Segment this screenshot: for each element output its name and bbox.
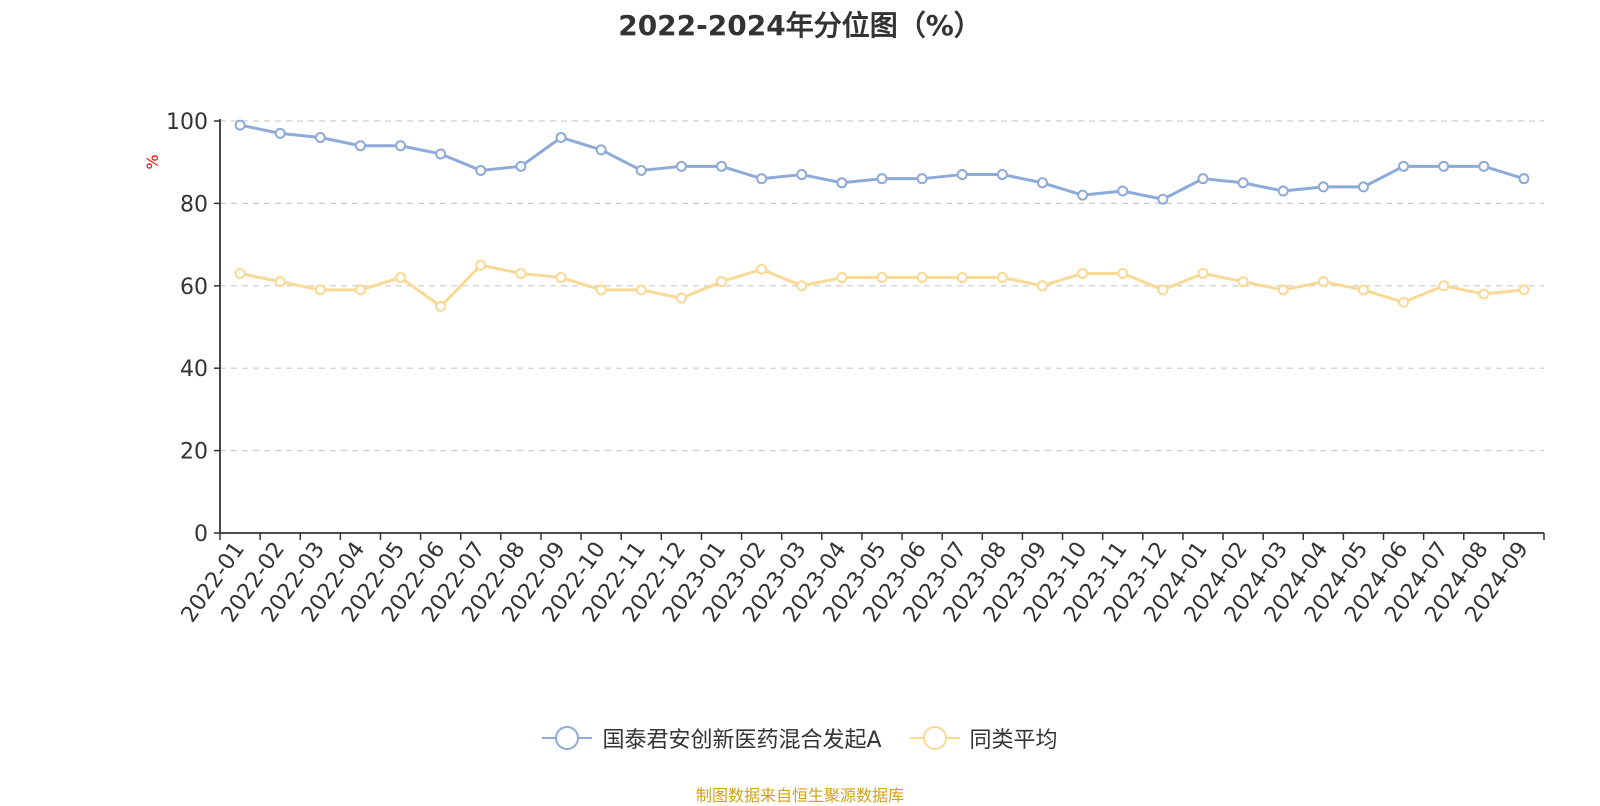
data-point: [996, 272, 1008, 284]
legend: 国泰君安创新医药混合发起A 同类平均: [0, 722, 1600, 754]
data-point: [1438, 160, 1450, 172]
data-point: [635, 284, 647, 296]
data-point: [1117, 185, 1129, 197]
data-point: [796, 169, 808, 181]
legend-label: 同类平均: [969, 728, 1058, 753]
data-point: [796, 280, 808, 292]
y-tick-label: 0: [194, 522, 208, 547]
y-tick-label: 20: [180, 440, 208, 465]
data-point: [1357, 284, 1369, 296]
data-point: [1077, 189, 1089, 201]
data-point: [354, 140, 366, 152]
data-point: [1117, 267, 1129, 279]
data-point: [1518, 173, 1530, 185]
series-line-1: [239, 123, 1525, 201]
data-point: [716, 276, 728, 288]
data-point: [395, 140, 407, 152]
data-point: [916, 173, 928, 185]
data-point: [675, 160, 687, 172]
data-point: [1036, 177, 1048, 189]
data-point: [1157, 193, 1169, 205]
data-point: [716, 160, 728, 172]
data-point: [1478, 160, 1490, 172]
data-point: [756, 173, 768, 185]
data-point: [314, 131, 326, 143]
y-tick-label: 40: [180, 357, 208, 382]
y-axis-label: %: [143, 154, 162, 169]
data-point: [555, 131, 567, 143]
data-point: [836, 177, 848, 189]
data-point: [1237, 276, 1249, 288]
data-point: [876, 272, 888, 284]
data-point: [1077, 267, 1089, 279]
legend-item-series-2[interactable]: 同类平均: [909, 722, 1058, 754]
data-point: [234, 119, 246, 131]
legend-label: 国泰君安创新医药混合发起A: [602, 728, 882, 753]
data-point: [1438, 280, 1450, 292]
data-point: [475, 259, 487, 271]
data-point: [595, 284, 607, 296]
data-point: [1317, 276, 1329, 288]
data-point: [956, 272, 968, 284]
data-point: [1237, 177, 1249, 189]
data-point: [1357, 181, 1369, 193]
data-point: [1197, 267, 1209, 279]
y-tick-label: 100: [166, 110, 208, 135]
data-point: [555, 272, 567, 284]
data-point: [876, 173, 888, 185]
data-point: [1157, 284, 1169, 296]
series-lines: [234, 119, 1530, 312]
data-point: [675, 292, 687, 304]
legend-item-series-1[interactable]: 国泰君安创新医药混合发起A: [542, 722, 882, 754]
legend-marker-icon: [909, 726, 960, 750]
data-point: [354, 284, 366, 296]
data-point: [1277, 185, 1289, 197]
data-point: [435, 148, 447, 160]
legend-marker-icon: [542, 726, 593, 750]
data-point: [916, 272, 928, 284]
data-point: [996, 169, 1008, 181]
data-point: [1518, 284, 1530, 296]
data-point: [435, 300, 447, 312]
y-tick-label: 80: [180, 192, 208, 217]
data-point: [635, 164, 647, 176]
y-tick-label: 60: [180, 275, 208, 300]
data-point: [395, 272, 407, 284]
data-point: [1317, 181, 1329, 193]
data-point: [475, 164, 487, 176]
data-point: [756, 263, 768, 275]
data-point: [1398, 296, 1410, 308]
data-point: [1197, 173, 1209, 185]
data-point: [515, 267, 527, 279]
data-point: [1036, 280, 1048, 292]
data-point: [314, 284, 326, 296]
chart-title: 2022-2024年分位图（%）: [618, 9, 982, 42]
data-point: [1478, 288, 1490, 300]
data-point: [274, 127, 286, 139]
data-point: [1398, 160, 1410, 172]
data-point: [274, 276, 286, 288]
source-note: 制图数据来自恒生聚源数据库: [695, 786, 904, 805]
data-point: [1277, 284, 1289, 296]
data-point: [595, 144, 607, 156]
data-point: [956, 169, 968, 181]
data-point: [234, 267, 246, 279]
data-point: [836, 272, 848, 284]
data-point: [515, 160, 527, 172]
